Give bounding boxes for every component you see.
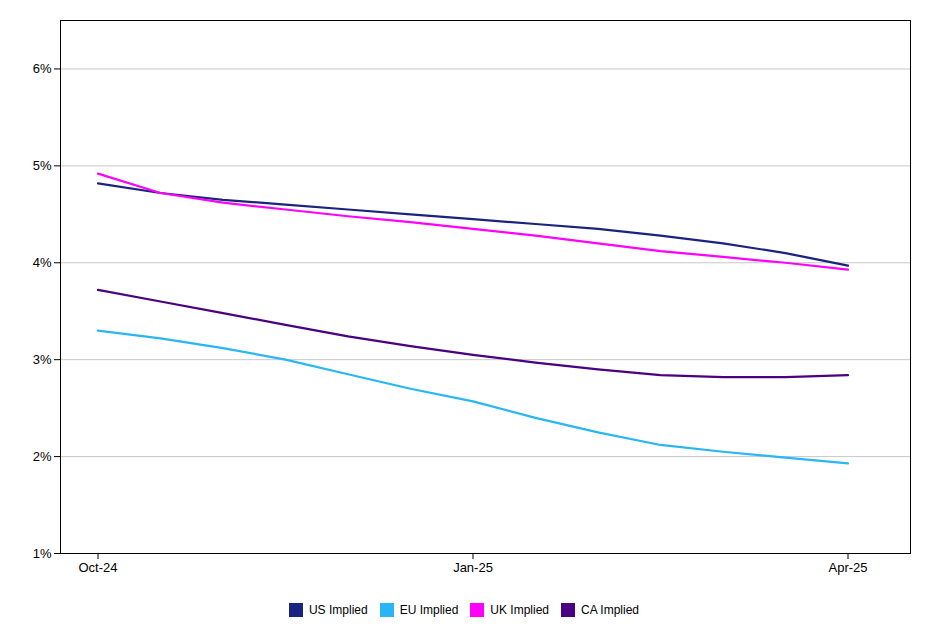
- svg-text:5%: 5%: [33, 158, 52, 173]
- svg-text:4%: 4%: [33, 255, 52, 270]
- svg-text:1%: 1%: [33, 546, 52, 561]
- svg-text:3%: 3%: [33, 352, 52, 367]
- svg-text:Oct-24: Oct-24: [78, 560, 117, 575]
- svg-text:6%: 6%: [33, 61, 52, 76]
- html-text:UK Implied: UK Implied: [490, 602, 549, 617]
- html-text:EU Implied: EU Implied: [399, 602, 459, 617]
- html-text:CA Implied: CA Implied: [581, 602, 639, 617]
- html-text:US Implied: US Implied: [309, 602, 368, 617]
- svg-text:2%: 2%: [33, 449, 52, 464]
- svg-text:Jan-25: Jan-25: [453, 560, 493, 575]
- svg-text:Apr-25: Apr-25: [828, 560, 867, 575]
